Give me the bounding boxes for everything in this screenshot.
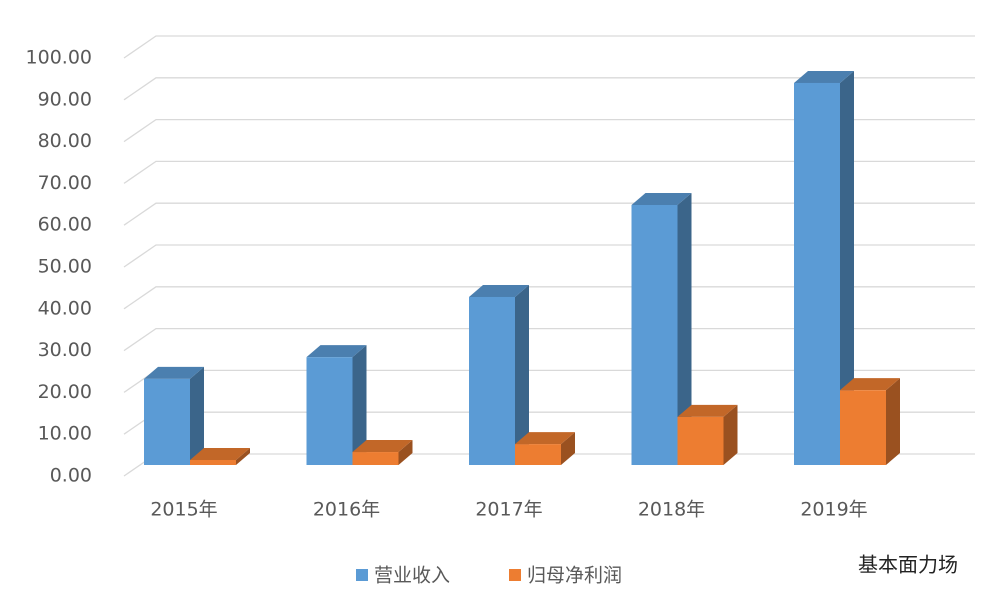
bar-top <box>469 284 529 297</box>
bar <box>144 378 190 465</box>
y-tick-label: 100.00 <box>26 47 92 69</box>
legend-swatch <box>356 569 368 581</box>
bar-side <box>561 432 575 465</box>
bar-side <box>515 284 529 465</box>
bar-side <box>677 193 692 465</box>
y-tick-label: 50.00 <box>38 256 92 278</box>
bar-top <box>190 447 250 460</box>
y-tick-label: 10.00 <box>38 423 92 445</box>
grid-line <box>123 286 975 310</box>
y-tick-label: 0.00 <box>50 465 92 487</box>
bar-side <box>236 447 250 465</box>
bar <box>352 452 399 465</box>
bar-side <box>886 378 900 465</box>
bar-top <box>144 366 204 379</box>
y-tick-label: 20.00 <box>38 381 92 403</box>
x-tick-label: 2015年 <box>150 499 217 521</box>
bar-side <box>190 366 204 465</box>
grid-line <box>123 118 975 143</box>
bar-side <box>723 404 738 465</box>
bar-top <box>515 432 575 445</box>
bar <box>677 416 724 465</box>
bar-side <box>352 345 367 465</box>
bar-side <box>398 440 413 465</box>
y-tick-label: 70.00 <box>38 172 92 194</box>
bar-top <box>794 70 854 83</box>
x-tick-label: 2019年 <box>800 499 867 521</box>
bar-top <box>631 193 692 206</box>
x-tick-label: 2018年 <box>638 499 705 521</box>
bar-top <box>677 404 738 417</box>
grid-line <box>123 35 975 59</box>
y-tick-label: 90.00 <box>38 88 92 110</box>
bar <box>190 459 236 465</box>
grid-line <box>123 77 975 101</box>
bar <box>631 205 678 465</box>
bar <box>306 357 353 465</box>
grid-line <box>123 202 975 226</box>
bar-top <box>352 440 413 453</box>
bar <box>469 296 515 465</box>
y-tick-label: 80.00 <box>38 130 92 152</box>
grid-line <box>123 160 975 184</box>
watermark: 基本面力场 <box>858 553 958 577</box>
legend-label: 营业收入 <box>374 565 450 587</box>
bar-top <box>840 378 900 391</box>
bar-top <box>306 345 367 358</box>
x-tick-label: 2016年 <box>313 499 380 521</box>
grid-line <box>123 244 975 268</box>
bar-side <box>840 70 854 465</box>
legend-swatch <box>509 569 521 581</box>
y-tick-label: 60.00 <box>38 214 92 236</box>
y-tick-label: 30.00 <box>38 339 92 361</box>
bar <box>840 390 886 465</box>
x-tick-label: 2017年 <box>475 499 542 521</box>
bar <box>794 82 840 465</box>
grid-line <box>123 327 975 352</box>
legend-label: 归母净利润 <box>527 565 622 587</box>
y-tick-label: 40.00 <box>38 297 92 319</box>
bar <box>515 444 561 465</box>
